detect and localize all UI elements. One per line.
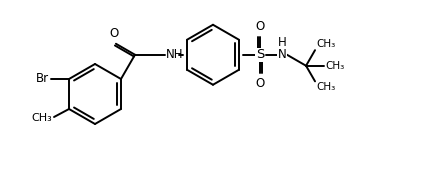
Text: Br: Br	[36, 73, 49, 85]
Text: O: O	[109, 27, 119, 40]
Text: CH₃: CH₃	[31, 113, 52, 123]
Text: S: S	[256, 48, 264, 61]
Text: CH₃: CH₃	[316, 39, 335, 49]
Text: CH₃: CH₃	[316, 82, 335, 92]
Text: CH₃: CH₃	[325, 61, 344, 71]
Text: O: O	[255, 20, 265, 33]
Text: O: O	[255, 77, 265, 90]
Text: N: N	[278, 48, 286, 61]
Text: NH: NH	[166, 48, 184, 61]
Text: H: H	[278, 36, 286, 49]
